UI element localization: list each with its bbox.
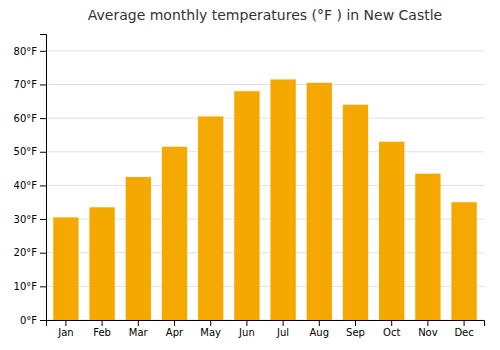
tick-label: 20°F bbox=[14, 247, 38, 258]
bar bbox=[270, 79, 295, 320]
tick-label: Feb bbox=[93, 327, 111, 338]
bar bbox=[415, 174, 440, 320]
bar bbox=[89, 207, 114, 320]
tick-mark bbox=[283, 320, 284, 326]
tick: Jul bbox=[276, 320, 289, 338]
axis-line bbox=[40, 35, 47, 321]
tick: Jun bbox=[238, 320, 255, 338]
tick-mark bbox=[464, 320, 465, 326]
tick-mark bbox=[427, 320, 428, 326]
grid-line bbox=[46, 50, 484, 51]
tick: 80°F bbox=[14, 46, 46, 57]
tick-label: Mar bbox=[129, 327, 149, 338]
plot: 0°F 10°F 20°F 30°F 40°F 50°F 60°F 70°F 80°F Jan Fe… bbox=[14, 35, 485, 339]
tick: 70°F bbox=[14, 79, 46, 90]
tick-mark bbox=[174, 320, 175, 326]
bar bbox=[198, 116, 223, 320]
tick: Apr bbox=[166, 320, 184, 338]
grid-line bbox=[46, 84, 484, 85]
tick-label: 70°F bbox=[14, 79, 38, 90]
tick: 30°F bbox=[14, 214, 46, 225]
tick: Jan bbox=[57, 320, 73, 338]
tick: 0°F bbox=[20, 315, 46, 326]
tick-mark bbox=[391, 320, 392, 326]
tick-mark bbox=[40, 320, 46, 321]
tick-mark bbox=[40, 185, 46, 186]
bar bbox=[126, 177, 151, 320]
grid-line bbox=[46, 118, 484, 119]
tick-label: Aug bbox=[310, 327, 330, 338]
tick-label: 10°F bbox=[14, 281, 38, 292]
tick-mark bbox=[102, 320, 103, 326]
bars bbox=[53, 79, 477, 320]
tick: 10°F bbox=[14, 281, 46, 292]
tick: Sep bbox=[346, 320, 365, 338]
tick-label: Jul bbox=[276, 327, 289, 338]
tick-label: Dec bbox=[454, 327, 473, 338]
tick-mark bbox=[138, 320, 139, 326]
tick-label: 40°F bbox=[14, 180, 38, 191]
tick-mark bbox=[246, 320, 247, 326]
tick: Dec bbox=[454, 320, 473, 338]
tick-label: May bbox=[200, 327, 221, 338]
tick: Feb bbox=[93, 320, 111, 338]
bar bbox=[162, 147, 187, 320]
tick-label: Jun bbox=[238, 327, 255, 338]
tick-mark bbox=[40, 84, 46, 85]
title: Average monthly temperatures (°F ) in Ne… bbox=[88, 7, 442, 23]
tick-mark bbox=[40, 286, 46, 287]
grid-line bbox=[46, 151, 484, 152]
tick-mark bbox=[319, 320, 320, 326]
tick-label: Apr bbox=[166, 327, 184, 338]
tick: Aug bbox=[310, 320, 330, 338]
tick-label: Jan bbox=[57, 327, 73, 338]
grid bbox=[46, 51, 484, 320]
tick-mark bbox=[65, 320, 66, 326]
tick: May bbox=[200, 320, 221, 338]
x-axis: Jan Feb Mar Apr May Jun Jul Aug Sep Oct Nov Dec bbox=[47, 320, 485, 338]
tick: 60°F bbox=[14, 113, 46, 124]
tick-label: 30°F bbox=[14, 214, 38, 225]
axis-line bbox=[47, 321, 485, 327]
tick-mark bbox=[40, 219, 46, 220]
tick-label: Oct bbox=[383, 327, 400, 338]
tick: 50°F bbox=[14, 146, 46, 157]
bar bbox=[343, 105, 368, 320]
tick-mark bbox=[40, 118, 46, 119]
bar bbox=[451, 202, 476, 320]
tick: 20°F bbox=[14, 247, 46, 258]
tick-label: 80°F bbox=[14, 46, 38, 57]
tick-mark bbox=[40, 51, 46, 52]
chart: Average monthly temperatures (°F ) in Ne… bbox=[0, 0, 500, 350]
tick-label: 0°F bbox=[20, 315, 37, 326]
bar bbox=[379, 142, 404, 320]
tick-label: Sep bbox=[346, 327, 365, 338]
bar bbox=[307, 83, 332, 320]
bar bbox=[53, 217, 78, 320]
tick: Nov bbox=[418, 320, 438, 338]
tick-mark bbox=[40, 253, 46, 254]
bar bbox=[234, 91, 259, 320]
tick: 40°F bbox=[14, 180, 46, 191]
tick: Mar bbox=[129, 320, 149, 338]
tick: Oct bbox=[383, 320, 400, 338]
tick-label: 50°F bbox=[14, 146, 38, 157]
tick-mark bbox=[210, 320, 211, 326]
tick-mark bbox=[355, 320, 356, 326]
tick-label: Nov bbox=[418, 327, 438, 338]
y-axis: 0°F 10°F 20°F 30°F 40°F 50°F 60°F 70°F 80°F bbox=[14, 35, 47, 326]
tick-mark bbox=[40, 152, 46, 153]
tick-label: 60°F bbox=[14, 113, 38, 124]
